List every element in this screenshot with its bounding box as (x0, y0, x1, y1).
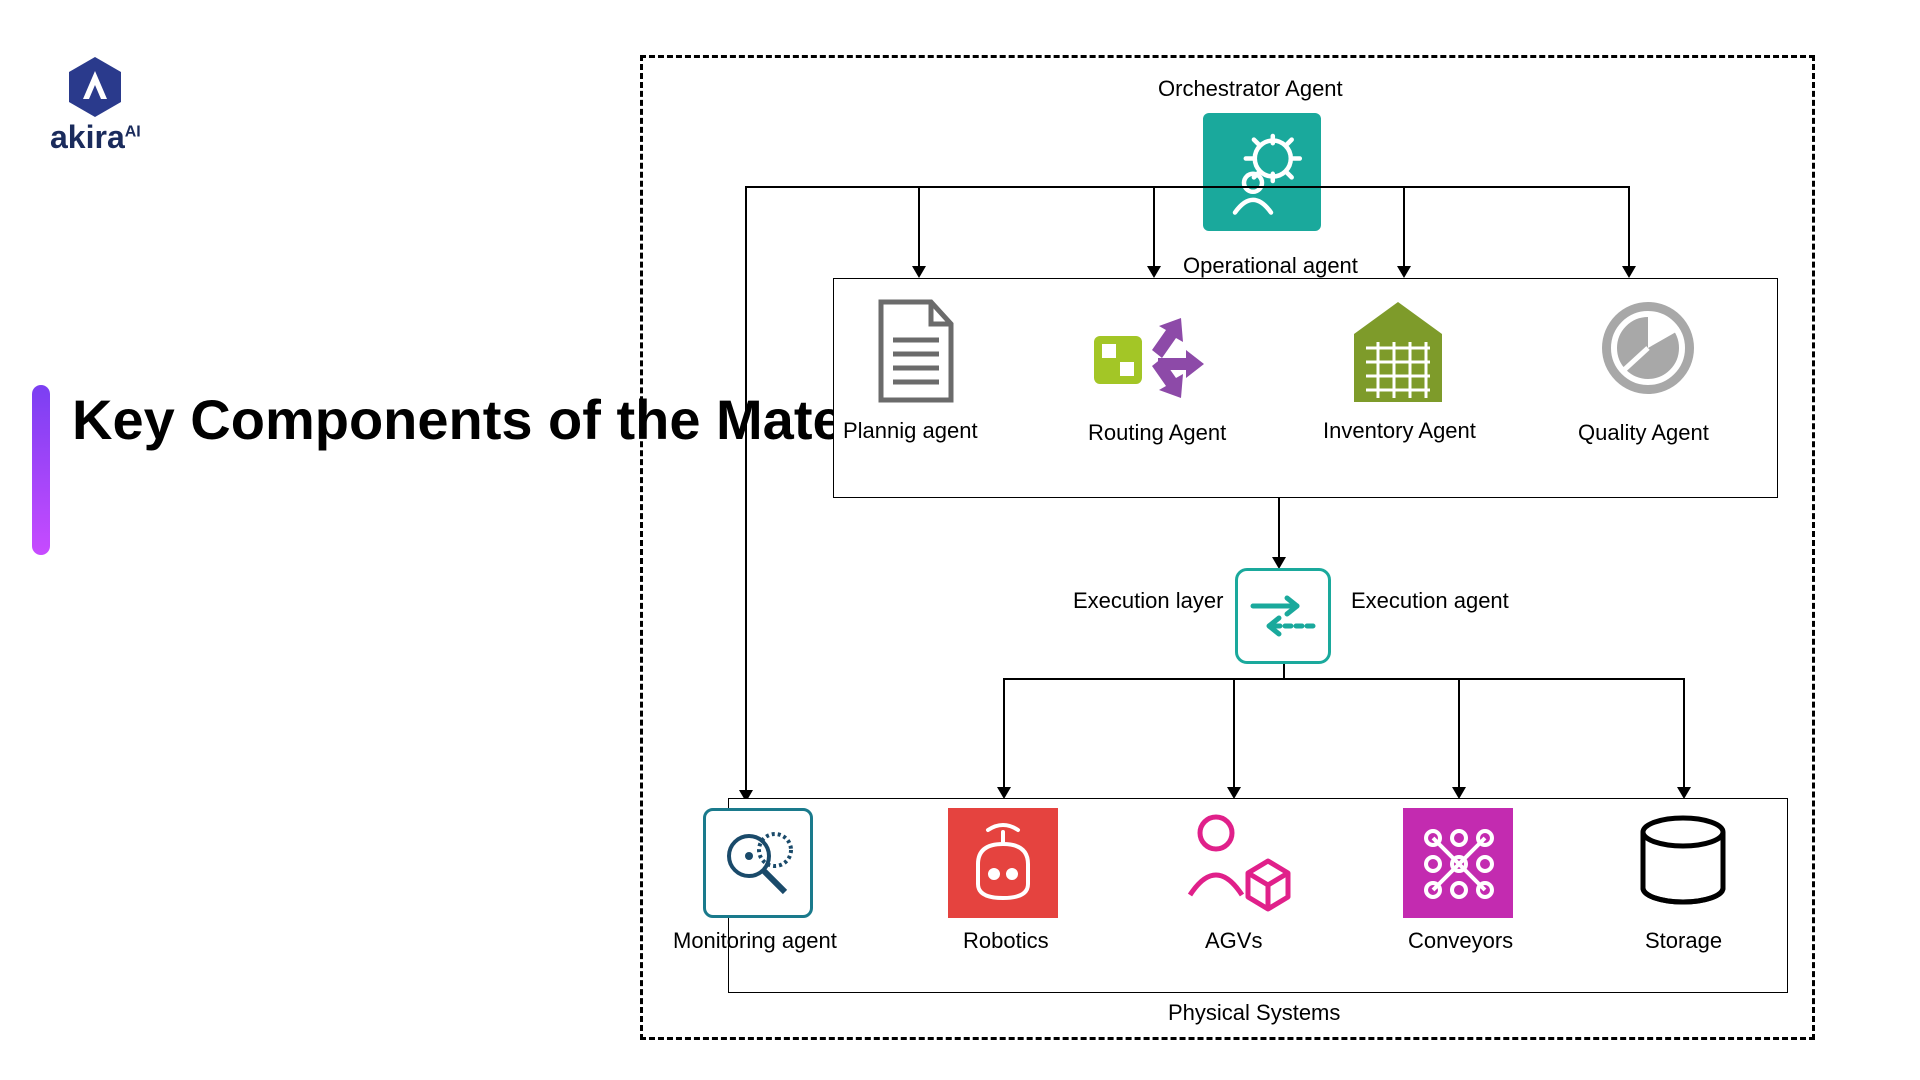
storage-icon (1628, 808, 1738, 918)
monitoring-agent-icon (703, 808, 813, 918)
routing-agent-icon (1088, 308, 1208, 408)
execution-icon (1235, 568, 1331, 664)
conveyors-label: Conveyors (1408, 928, 1513, 954)
exec-drop-1 (1003, 678, 1005, 793)
conveyors-icon (1403, 808, 1513, 918)
exec-bus-line (1003, 678, 1685, 680)
robotics-icon (948, 808, 1058, 918)
routing-agent-label: Routing Agent (1088, 420, 1226, 446)
quality-agent-icon (1598, 298, 1698, 398)
quality-agent-label: Quality Agent (1578, 420, 1709, 446)
orch-drop-1 (918, 186, 920, 272)
orch-drop-4 (1628, 186, 1630, 272)
orchestrator-label: Orchestrator Agent (1158, 76, 1343, 102)
title-accent-bar (32, 385, 50, 555)
orchestrator-icon (1203, 113, 1321, 231)
planning-agent-label: Plannig agent (843, 418, 978, 444)
monitor-drop-line (745, 186, 747, 796)
diagram-frame: Orchestrator Agent (640, 55, 1815, 1040)
exec-drop-2 (1233, 678, 1235, 793)
orch-drop-3 (1403, 186, 1405, 272)
agv-icon (1168, 803, 1298, 923)
planning-agent-icon (873, 296, 959, 406)
exec-drop-3 (1458, 678, 1460, 793)
inventory-agent-label: Inventory Agent (1323, 418, 1476, 444)
op-to-exec-line (1278, 498, 1280, 563)
monitoring-agent-label: Monitoring agent (673, 928, 837, 954)
brand-logo: akiraAI (50, 55, 141, 156)
brand-wordmark: akiraAI (50, 119, 141, 156)
inventory-agent-icon (1348, 298, 1448, 408)
brand-sup: AI (125, 123, 141, 140)
storage-label: Storage (1645, 928, 1722, 954)
arrowhead-icon (1622, 266, 1636, 278)
brand-main: akira (50, 119, 125, 155)
execution-agent-label: Execution agent (1351, 588, 1509, 614)
exec-drop-4 (1683, 678, 1685, 793)
physical-systems-label: Physical Systems (1168, 1000, 1340, 1026)
brand-hex-icon (67, 55, 123, 119)
agv-label: AGVs (1205, 928, 1262, 954)
brand-logo-col: akiraAI (50, 55, 141, 156)
orch-drop-2 (1153, 186, 1155, 272)
execution-layer-label: Execution layer (1073, 588, 1223, 614)
arrowhead-icon (912, 266, 926, 278)
orch-bus-line (745, 186, 1630, 188)
robotics-label: Robotics (963, 928, 1049, 954)
operational-layer-label: Operational agent (1183, 253, 1358, 279)
arrowhead-icon (1397, 266, 1411, 278)
arrowhead-icon (1147, 266, 1161, 278)
